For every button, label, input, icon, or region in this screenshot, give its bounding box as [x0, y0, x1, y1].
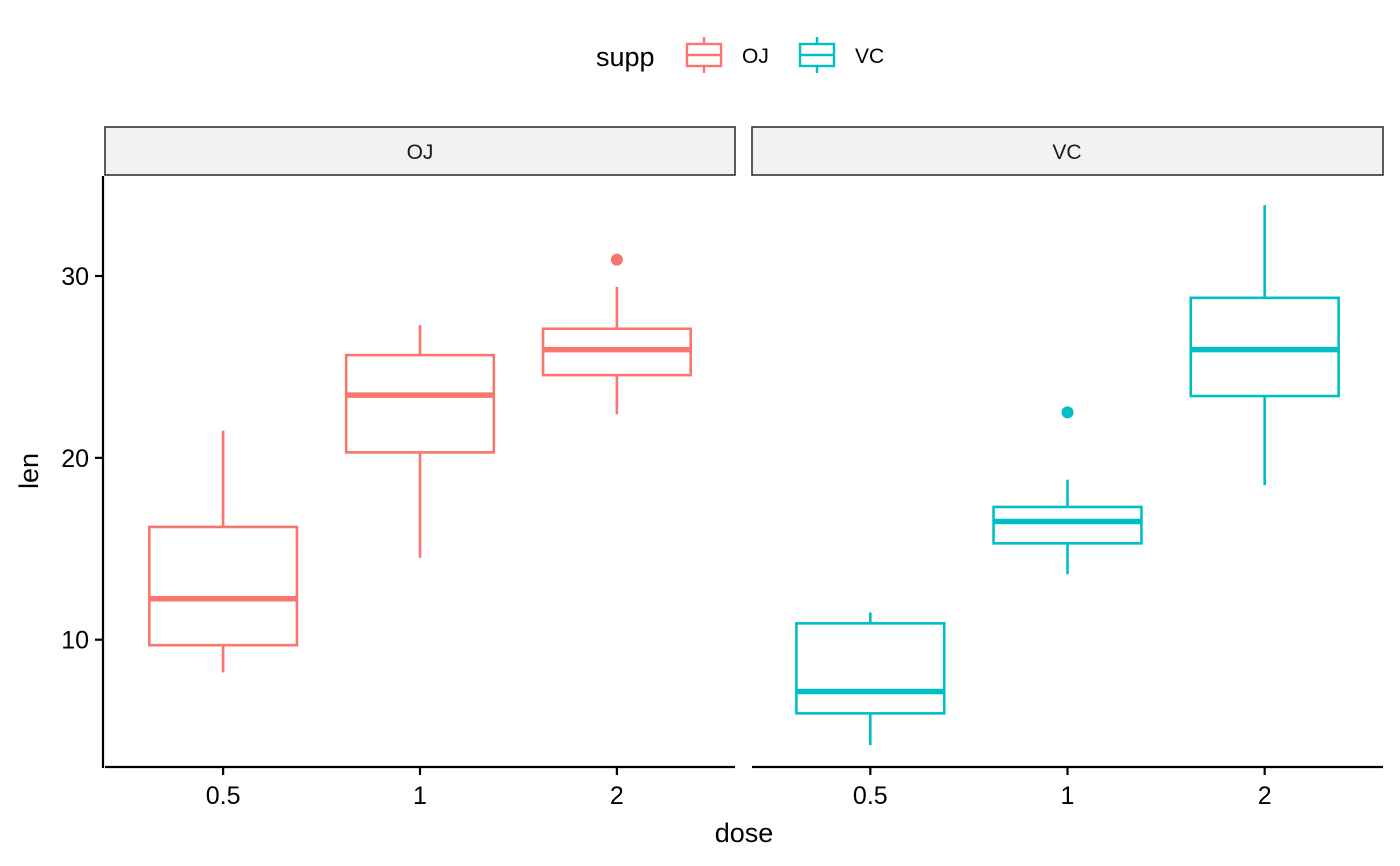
strip-vc [751, 126, 1384, 176]
panel-oj-marks [147, 253, 693, 673]
y-tick-label-1: 20 [61, 445, 89, 473]
box-vc-0_5 [795, 622, 946, 715]
x-tick-label-vc-2: 2 [1258, 782, 1272, 810]
legend-label-oj: OJ [742, 45, 769, 68]
legend-key-vc [798, 37, 836, 73]
box-vc-1 [992, 505, 1143, 545]
y-tick-label-2: 30 [61, 263, 89, 291]
x-tick-label-oj-1: 1 [413, 782, 427, 810]
strip-label-oj: OJ [407, 141, 434, 164]
x-tick-label-vc-0: 0.5 [853, 782, 888, 810]
legend-title: supp [596, 42, 655, 72]
x-tick-label-vc-1: 1 [1061, 782, 1075, 810]
outlier-vc-1-0 [1061, 406, 1074, 419]
strip-label-vc: VC [1052, 141, 1081, 164]
y-axis-title: len [14, 453, 44, 489]
legend: supp OJ VC [596, 37, 884, 73]
y-tick-label-0: 10 [61, 627, 89, 655]
legend-label-vc: VC [855, 45, 884, 68]
panel-vc: VC [751, 126, 1384, 746]
panel-oj: OJ [104, 126, 736, 673]
box-oj-0_5 [147, 525, 299, 647]
axes: 0.5 1 2 0.5 1 2 10 20 30 [61, 176, 1383, 810]
panel-vc-marks [795, 205, 1340, 746]
x-tick-label-oj-0: 0.5 [206, 782, 241, 810]
box-oj-1 [344, 353, 496, 454]
outlier-oj-2-0 [610, 253, 623, 266]
x-axis-title: dose [715, 818, 774, 848]
x-tick-label-oj-2: 2 [610, 782, 624, 810]
strip-oj [104, 126, 736, 176]
legend-key-oj [685, 37, 723, 73]
